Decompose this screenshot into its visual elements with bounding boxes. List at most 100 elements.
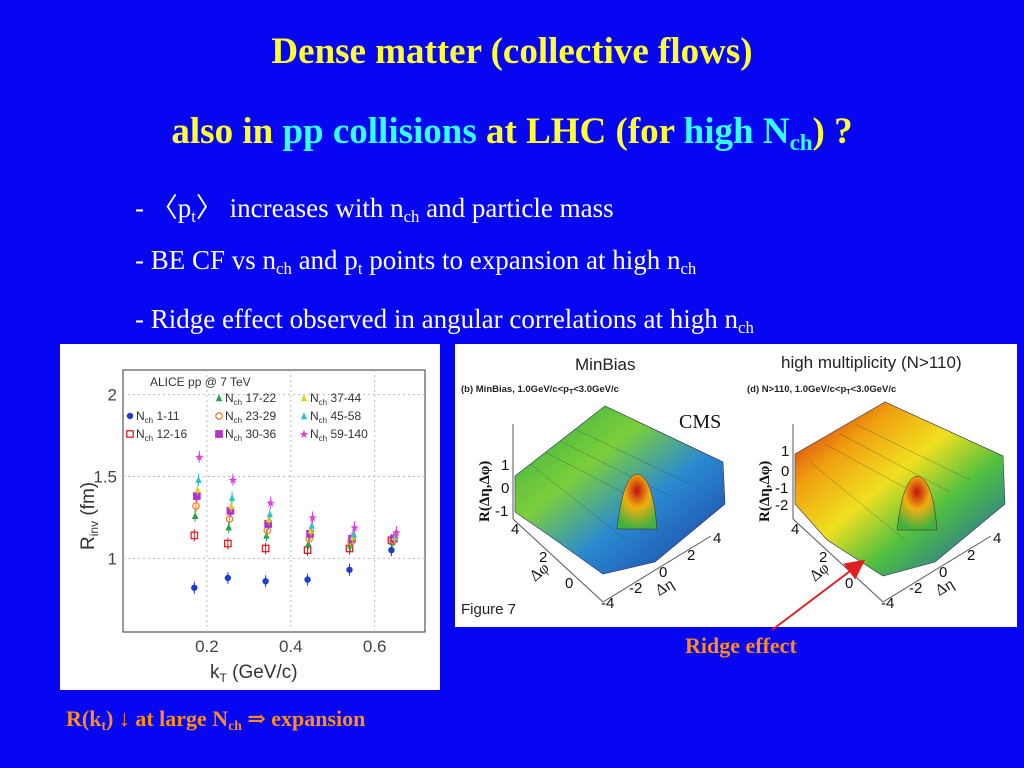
minbias-eta-label: Δη [653, 575, 678, 599]
alice-ytick-label: 2 [108, 386, 117, 405]
data-point [228, 502, 235, 510]
data-point [262, 578, 269, 585]
data-point [224, 574, 232, 582]
alice-series [190, 529, 396, 557]
ridge-arrow-icon [771, 559, 866, 631]
minbias-phi-tick: 2 [539, 549, 547, 566]
alice-series [192, 490, 398, 545]
data-point [346, 566, 353, 573]
cms-plot-panel: MinBias high multiplicity (N>110) (b) Mi… [455, 344, 1017, 627]
minbias-eta-tick: 2 [687, 547, 695, 564]
alice-legend-label: Nch 23-29 [225, 409, 276, 425]
data-point [192, 502, 200, 510]
cms-title-minbias: MinBias [575, 355, 635, 374]
minbias-eta-tick: -4 [601, 595, 614, 612]
data-point [228, 494, 236, 501]
highmult-ztick: -2 [775, 497, 788, 514]
data-point [224, 539, 232, 548]
highmult-ztick: 0 [781, 463, 789, 480]
minbias-eta-tick: 4 [713, 530, 721, 547]
data-point [263, 531, 270, 539]
alice-series [191, 509, 396, 552]
highmult-eta-label: Δη [933, 575, 958, 599]
bullet-2: - BE CF vs nch and pt points to expansio… [135, 245, 697, 279]
data-point [350, 523, 359, 532]
data-point [300, 394, 308, 402]
data-point [195, 476, 202, 483]
alice-xtick-label: 0.6 [363, 637, 387, 656]
ridge-effect-label: Ridge effect [685, 633, 797, 658]
data-point [392, 531, 399, 539]
minbias-ztick: 0 [501, 480, 509, 497]
highmult-eta-tick: -2 [909, 580, 922, 597]
highmult-zlabel: R(Δη,Δφ) [757, 461, 773, 522]
alice-legend-item: Nch 23-29 [215, 409, 276, 425]
alice-legend-label: Nch 45-58 [310, 409, 361, 425]
data-point [126, 430, 134, 438]
alice-plot-frame [122, 369, 426, 633]
data-point [190, 531, 199, 540]
data-point [194, 485, 201, 493]
data-point [195, 452, 204, 461]
minbias-eta-tick: 0 [659, 564, 667, 581]
data-point [126, 412, 134, 420]
minbias-ztick: -1 [495, 503, 508, 520]
figure-label: Figure 7 [461, 601, 516, 618]
alice-legend-label: Nch 30-36 [225, 427, 276, 443]
alice-xtick-label: 0.2 [195, 637, 219, 656]
slide-title-line2: also in pp collisions at LHC (for high N… [171, 111, 853, 155]
alice-legend-item: Nch 37-44 [300, 391, 361, 407]
alice-legend-item: Nch 17-22 [215, 391, 276, 407]
alice-xtick-label: 0.4 [279, 637, 303, 656]
alice-legend-label: Nch 1-11 [136, 409, 180, 425]
minbias-zlabel: R(Δη,Δφ) [477, 461, 493, 522]
data-point [307, 526, 315, 534]
minbias-surface: R(Δη,Δφ) 1 0 -1 4 2 0 Δφ 4 2 0 -2 -4 Δη [477, 405, 726, 612]
data-point [225, 515, 234, 523]
alice-legend-item: Nch 45-58 [300, 409, 361, 425]
bullet-3: - Ridge effect observed in angular corre… [135, 304, 754, 338]
alice-ylabel: Rinv (fm) [78, 482, 101, 550]
data-point [261, 544, 270, 553]
highmult-eta-tick: -4 [881, 595, 894, 612]
highmult-phi-tick: 2 [819, 549, 827, 566]
cms-ridge-figure: MinBias high multiplicity (N>110) (b) Mi… [461, 353, 1006, 618]
alice-series [191, 544, 395, 594]
alice-rinv-chart: ALICE pp @ 7 TeV Nch 1-11 Nch 12-16 Nch 17… [78, 369, 426, 685]
alice-xlabel: kT (GeV/c) [210, 662, 298, 685]
alice-plot-panel: ALICE pp @ 7 TeV Nch 1-11 Nch 12-16 Nch 17… [60, 344, 440, 690]
alice-legend-item: Nch 59-140 [299, 427, 368, 443]
minbias-phi-label: Δφ [527, 559, 553, 585]
data-point [392, 527, 401, 537]
highmult-surface: R(Δη,Δφ) 1 0 -1 -2 4 2 0 Δφ 4 2 0 -2 -4 … [757, 401, 1006, 612]
alice-series [192, 499, 397, 548]
alice-legend-item: Nch 30-36 [215, 427, 276, 443]
data-point [215, 430, 223, 438]
alice-legend-label: Nch 37-44 [310, 391, 361, 407]
highmult-eta-tick: 0 [939, 564, 947, 581]
data-point [266, 510, 274, 518]
data-point [215, 394, 223, 402]
data-point [305, 539, 312, 547]
data-point [308, 513, 317, 522]
data-point [350, 530, 357, 537]
data-point [299, 429, 309, 439]
minbias-ztick: 1 [501, 457, 509, 474]
data-point [265, 515, 273, 523]
highmult-ztick: 1 [781, 443, 789, 460]
data-point [308, 521, 315, 529]
alice-ytick-label: 1 [108, 549, 117, 568]
data-point [191, 512, 199, 519]
data-point [192, 492, 201, 500]
data-point [304, 576, 311, 583]
slide-title-line1: Dense matter (collective flows) [271, 31, 753, 72]
bullet-1: - 〈pt〉 increases with nch and particle m… [135, 193, 614, 227]
cms-subtitle-left: (b) MinBias, 1.0GeV/c<pT<3.0GeV/c [461, 384, 619, 396]
data-point [215, 412, 223, 420]
data-point [228, 475, 238, 484]
data-point [388, 546, 395, 554]
alice-series [195, 473, 399, 542]
alice-caption: R(kt) ↓ at large Nch ⇒ expansion [66, 706, 366, 734]
data-point [303, 546, 312, 554]
cms-label: CMS [679, 411, 721, 433]
